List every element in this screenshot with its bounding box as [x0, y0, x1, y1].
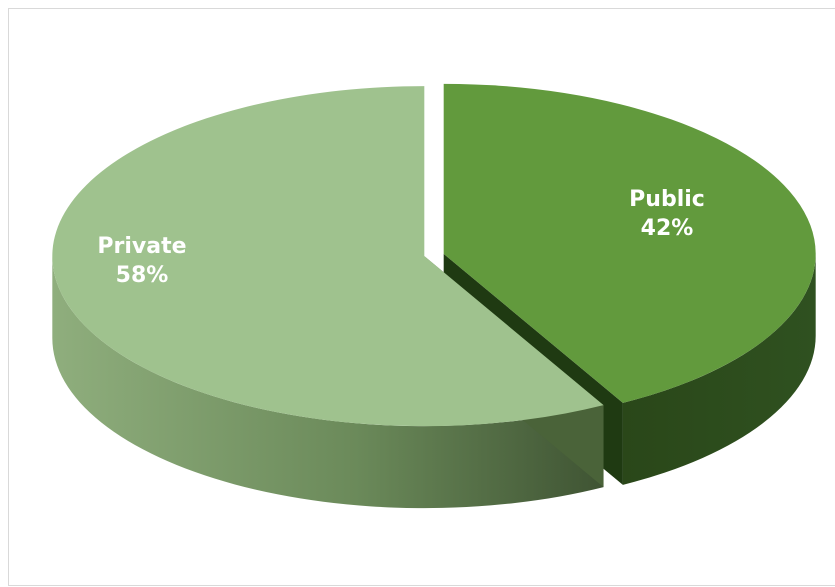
pie-slice-private-side	[52, 256, 604, 509]
pie-label-public-name: Public	[629, 187, 705, 212]
pie-label-private-percent: 58%	[116, 263, 169, 288]
pie-slice-public	[443, 83, 816, 403]
pie-slice-private	[52, 86, 604, 427]
pie-slice-public-side	[622, 253, 816, 485]
pie-label-private-name: Private	[97, 234, 186, 259]
chart-frame: Public 42% Private 58%	[8, 8, 835, 586]
pie-chart: Public 42% Private 58%	[52, 83, 816, 509]
pie-label-public-percent: 42%	[641, 216, 694, 241]
